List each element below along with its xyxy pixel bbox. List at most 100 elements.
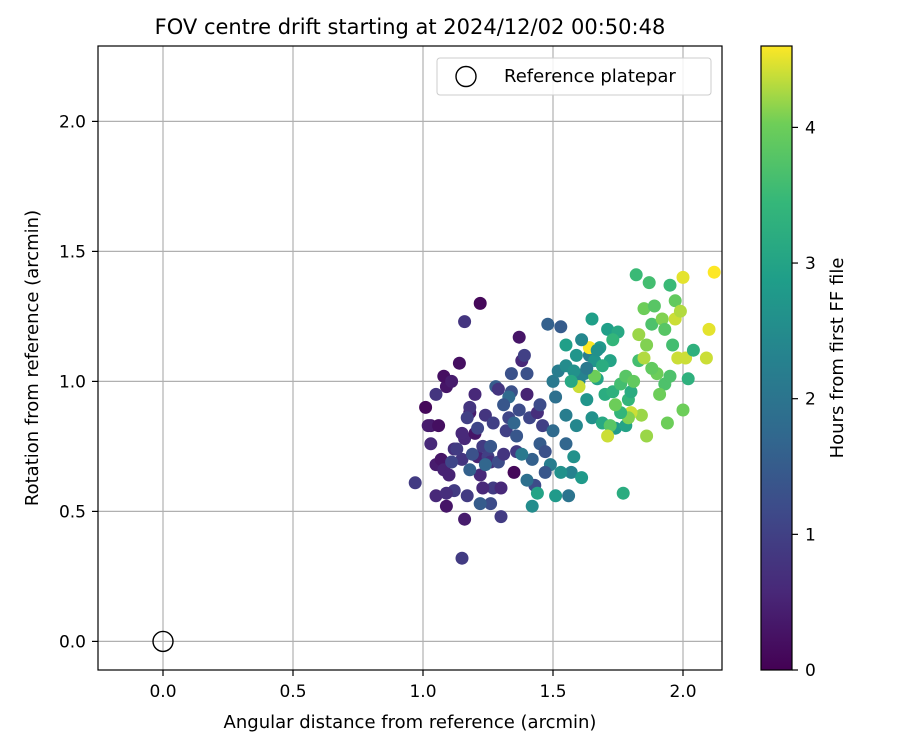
plot-frame [97, 45, 723, 671]
scatter-point [460, 411, 474, 425]
scatter-point [567, 450, 581, 464]
scatter-point [632, 328, 646, 342]
scatter-point [575, 471, 589, 485]
scatter-point [562, 489, 576, 503]
scatter-point [434, 452, 448, 466]
legend-box [436, 57, 712, 96]
scatter-point [569, 348, 583, 362]
colorbar-tick-label: 2 [805, 390, 816, 410]
colorbar-gradient [760, 45, 793, 671]
scatter-point [439, 486, 453, 500]
scatter-point [520, 387, 534, 401]
scatter-point [452, 356, 466, 370]
scatter-point [541, 317, 555, 331]
scatter-point [549, 489, 563, 503]
scatter-point [530, 486, 544, 500]
scatter-point [569, 419, 583, 433]
scatter-point [512, 403, 526, 417]
scatter-point [681, 372, 695, 386]
scatter-point [554, 465, 568, 479]
scatter-point [546, 424, 560, 438]
scatter-point [484, 497, 498, 511]
scatter-point [520, 473, 534, 487]
legend-label: Reference platepar [504, 66, 676, 87]
x-tick-label: 0.0 [149, 682, 176, 702]
scatter-point [590, 343, 604, 357]
scatter-point [666, 338, 680, 352]
scatter-point [538, 465, 552, 479]
scatter-point [603, 419, 617, 433]
data-points [408, 265, 721, 565]
scatter-point [564, 374, 578, 388]
scatter-point [536, 419, 550, 433]
y-axis-ticks: 0.0 0.5 1.0 1.5 2.0 [59, 112, 98, 652]
legend-marker [455, 65, 477, 88]
y-tick-label: 0.5 [59, 502, 86, 522]
scatter-point [645, 361, 659, 375]
scatter-point [445, 455, 459, 469]
scatter-point [465, 447, 479, 461]
scatter-point [580, 361, 594, 375]
scatter-point [637, 302, 651, 316]
reference-point [152, 630, 174, 653]
scatter-point [663, 278, 677, 292]
scatter-point [455, 426, 469, 440]
scatter-point [645, 317, 659, 331]
scatter-point [533, 398, 547, 412]
scatter-point [504, 367, 518, 381]
scatter-point [419, 400, 433, 414]
scatter-point [408, 476, 422, 490]
scatter-point [512, 330, 526, 344]
scatter-point [458, 315, 472, 329]
scatter-point [686, 343, 700, 357]
x-tick-label: 1.5 [539, 682, 566, 702]
scatter-point [460, 489, 474, 503]
scatter-point [471, 421, 485, 435]
scatter-point [538, 445, 552, 459]
scatter-point [608, 398, 622, 412]
scatter-point [601, 429, 615, 443]
scatter-point [660, 416, 674, 430]
scatter-point [517, 348, 531, 362]
y-tick-label: 0.0 [59, 632, 86, 652]
scatter-point [473, 497, 487, 511]
scatter-point [585, 411, 599, 425]
scatter-point [507, 416, 521, 430]
scatter-point [702, 322, 716, 336]
scatter-point [463, 463, 477, 477]
scatter-point [455, 551, 469, 565]
scatter-point [478, 458, 492, 472]
scatter-point [473, 296, 487, 310]
scatter-point [668, 294, 682, 308]
reference-marker [152, 630, 174, 653]
scatter-point [629, 268, 643, 282]
scatter-point [455, 452, 469, 466]
x-tick-label: 1.0 [409, 682, 436, 702]
chart-title: FOV centre drift starting at 2024/12/02 … [155, 15, 666, 39]
scatter-point [546, 374, 560, 388]
scatter-point [497, 398, 511, 412]
scatter-point [507, 465, 521, 479]
scatter-point [637, 351, 651, 365]
scatter-point [429, 489, 443, 503]
scatter-point [486, 416, 500, 430]
scatter-point [559, 338, 573, 352]
scatter-point [642, 276, 656, 290]
scatter-point [616, 486, 630, 500]
scatter-point [525, 499, 539, 513]
scatter-point [658, 322, 672, 336]
y-axis-label: Rotation from reference (arcmin) [22, 210, 43, 506]
scatter-point [624, 385, 638, 399]
scatter-point [699, 351, 713, 365]
colorbar: 0 1 2 3 4 Hours from first FF file [760, 45, 848, 681]
x-tick-label: 2.0 [669, 682, 696, 702]
scatter-point [647, 299, 661, 313]
scatter-point [606, 333, 620, 347]
scatter-point [432, 419, 446, 433]
scatter-point [473, 468, 487, 482]
scatter-point [549, 390, 563, 404]
scatter-point [585, 312, 599, 326]
scatter-point [450, 442, 464, 456]
x-tick-label: 0.5 [279, 682, 306, 702]
y-tick-label: 1.5 [59, 242, 86, 262]
